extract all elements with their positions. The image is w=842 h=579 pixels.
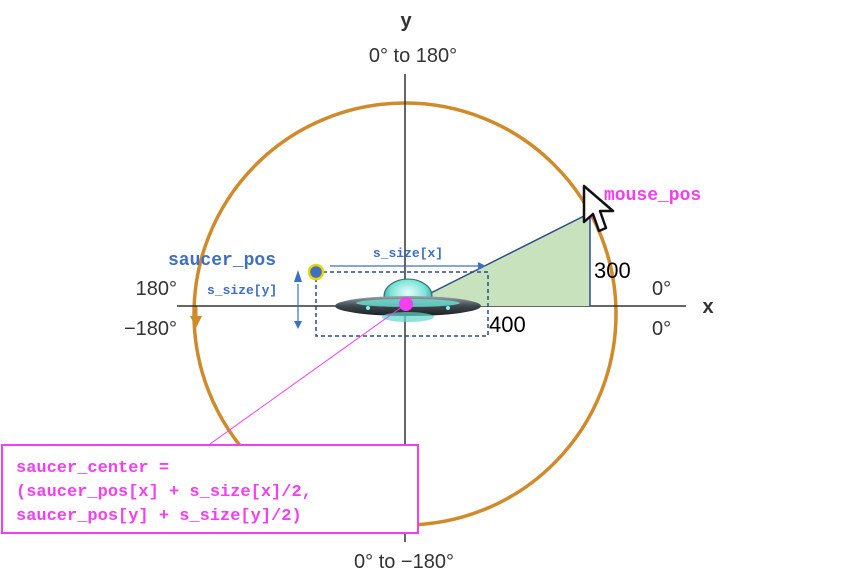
hypotenuse-line (404, 211, 593, 307)
s-size-y-label: s_size[y] (207, 283, 277, 298)
callout-line-2: (saucer_pos[x] + s_size[x]/2, (16, 483, 312, 502)
mouse-pos-label: mouse_pos (604, 186, 701, 206)
saucer-pos-label: saucer_pos (168, 251, 276, 271)
top-range-label: 0° to 180° (369, 45, 457, 67)
saucer-bounding-box (315, 271, 489, 337)
s-size-y-arrow-head-top (294, 270, 302, 282)
mouse-cursor-icon (582, 184, 615, 233)
bottom-range-label: 0° to −180° (354, 551, 454, 573)
left-upper-angle-label: 180° (136, 278, 177, 300)
saucer-pos-point (307, 263, 325, 281)
x-axis-label: x (702, 296, 713, 318)
callout-line-3: saucer_pos[y] + s_size[y]/2) (16, 507, 302, 526)
y-axis-label: y (400, 10, 412, 32)
dy-value-label: 300 (594, 258, 631, 283)
center-connector-line (209, 303, 407, 445)
s-size-x-label: s_size[x] (373, 246, 443, 261)
dx-value-label: 400 (489, 312, 526, 337)
callout-line-1: saucer_center = (16, 459, 170, 478)
left-lower-angle-label: −180° (124, 318, 177, 340)
right-lower-angle-label: 0° (652, 318, 671, 340)
saucer-center-point (399, 297, 413, 311)
right-upper-angle-label: 0° (652, 278, 671, 300)
saucer-center-callout: saucer_center = (saucer_pos[x] + s_size[… (1, 444, 419, 534)
